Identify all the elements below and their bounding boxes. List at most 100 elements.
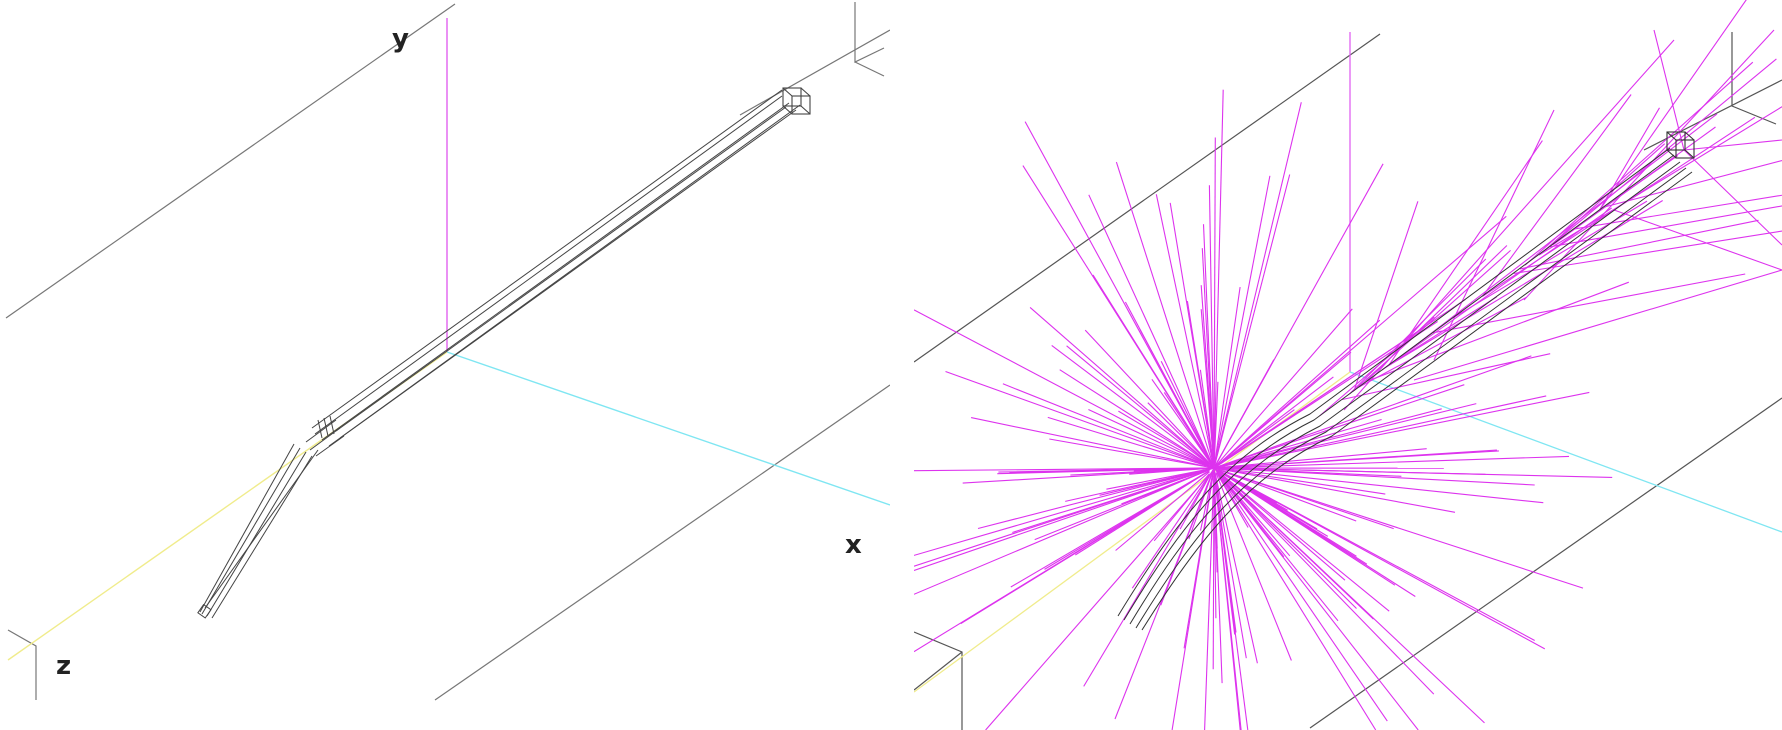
particle-track [1151,378,1214,467]
particle-track [1388,140,1543,366]
world-edge-top-right [1643,79,1782,151]
particle-track [970,417,1206,467]
particle-track [1552,126,1716,246]
particle-track [1131,473,1211,589]
particle-track [1541,143,1666,254]
x-axis-line [1349,371,1782,533]
particle-track [1216,467,1456,513]
particle-track [1386,296,1497,368]
particle-track [1214,102,1302,464]
particle-track [1070,467,1209,476]
particle-track [1124,301,1212,463]
particle-track [1215,468,1416,597]
particle-track [1213,381,1219,465]
particle-track [1200,285,1214,460]
world-corner-bottom-left [7,629,37,700]
particle-track [977,469,1207,530]
particle-track [1118,410,1209,466]
particle-track [1222,470,1584,589]
bending-magnet-section [197,415,345,619]
z-axis-label: z [56,651,72,681]
particle-track [1353,201,1419,391]
particle-track [1029,306,1214,469]
particle-track [985,473,1211,730]
particle-track [1217,472,1388,722]
particle-track [1083,472,1212,687]
target-box [1666,131,1695,159]
particle-track [1215,472,1292,661]
particle-track [998,467,1210,473]
particle-track [1216,409,1295,467]
particle-track [1454,200,1648,318]
particle-track [914,309,1215,469]
world-edge-top-right [739,29,890,116]
particle-track [1066,345,1214,468]
particle-track [1202,224,1215,464]
particle-track [1220,455,1570,469]
particle-track [1216,215,1507,467]
particle-track [1217,467,1386,495]
particle-track [1204,471,1215,730]
particle-track [914,469,1207,572]
particle-track [1216,469,1390,612]
particle-track [1160,360,1214,467]
particle-track [1366,281,1629,382]
particle-track [1432,273,1746,334]
right-viewer-panel[interactable] [914,0,1782,730]
world-edge-top-left [914,33,1381,363]
particle-track [1604,159,1782,208]
particle-track [1114,468,1215,720]
world-edge-top-left [5,3,456,319]
particle-track [1183,470,1215,649]
particle-track [1481,94,1632,297]
beamline-pipe [311,89,801,447]
particle-track [1218,472,1357,609]
world-volume-edges [5,2,890,701]
particle-track [1653,29,1685,151]
particle-track [1092,274,1215,468]
particle-track [1550,205,1782,248]
particle-track [1044,471,1209,570]
particle-track [1598,0,1747,212]
particle-track [1002,383,1213,468]
particle-track [1217,355,1532,468]
particle-track [1349,258,1487,395]
y-axis-label: y [392,24,409,54]
right-3d-scene[interactable] [914,0,1782,730]
particle-track [1216,403,1477,468]
particle-track [1213,476,1217,619]
particle-track [1222,395,1547,467]
particle-track [1217,468,1394,530]
particle-track [1088,409,1210,467]
world-volume-edges [914,32,1782,730]
particle-track [1215,450,1499,469]
particle-track [1214,468,1346,581]
particle-track [945,370,1211,468]
left-3d-scene[interactable] [0,0,890,730]
particle-track [1613,209,1782,271]
particle-track [1216,448,1427,469]
particle-track [1385,200,1663,368]
particle-track [1523,29,1775,301]
particle-track [1155,194,1215,466]
particle-track [1115,471,1210,551]
particle-track [1352,249,1511,392]
particle-track [914,469,1209,595]
particle-track [1513,230,1782,275]
particle-track [1341,353,1551,401]
particle-track [1218,469,1357,522]
particle-track [1524,61,1754,266]
particle-track [1213,287,1241,465]
particle-track [1213,471,1237,633]
x-axis-label: x [845,530,862,560]
particle-track [1024,121,1211,462]
particle-track [1059,369,1210,466]
left-viewer-panel[interactable]: y x z [0,0,890,730]
particle-tracks [914,0,1782,730]
particle-track [1088,194,1215,469]
particle-track [1343,39,1675,411]
particle-track [1216,472,1377,730]
particle-track [1213,89,1224,465]
particle-track [1065,468,1208,502]
particle-track [1214,473,1258,664]
